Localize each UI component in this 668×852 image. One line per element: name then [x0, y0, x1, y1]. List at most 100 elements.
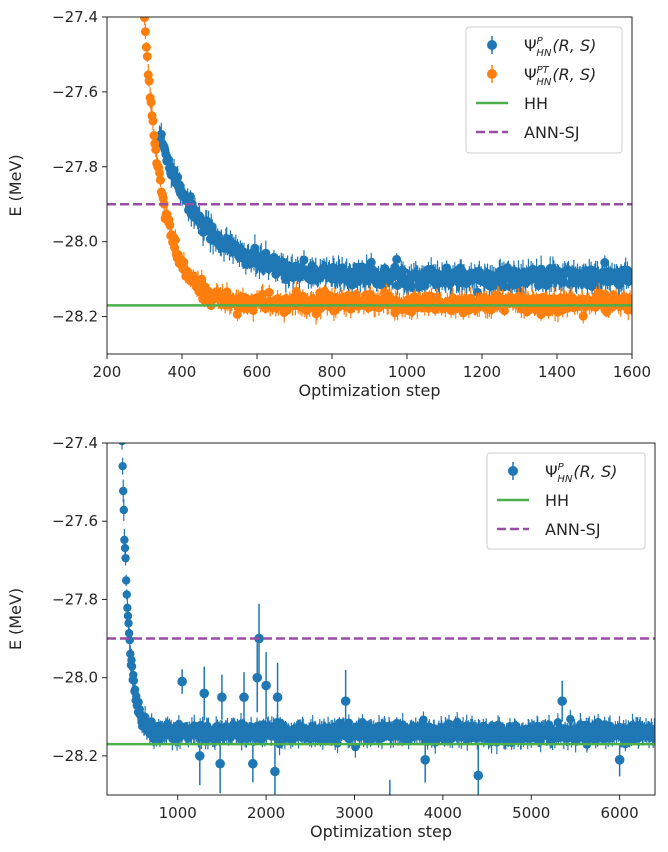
legend: ΨP HN(R, S) HH ANN-SJ [486, 452, 646, 550]
data-point [270, 766, 280, 777]
legend-sub: HN [557, 474, 573, 485]
y-tick-label: −27.4 [52, 434, 98, 452]
y-axis-label: E (MeV) [6, 154, 25, 216]
x-tick-label: 4000 [424, 804, 462, 822]
x-tick-label: 3000 [335, 804, 373, 822]
data-point [140, 17, 149, 23]
plot-frame [106, 16, 633, 355]
chart-panel-1: 200 400 600 800 1000 1200 1400 1600 −27.4 −27.6 −2… [6, 8, 651, 400]
x-axis-label: Optimization step [298, 381, 440, 400]
data-point [118, 443, 126, 446]
plot-frame [106, 442, 656, 796]
data-point [272, 692, 283, 703]
data-point [392, 254, 402, 264]
x-tick-label: 200 [93, 363, 122, 381]
data-point [340, 696, 351, 706]
data-point [142, 51, 152, 61]
x-axis-label: Optimization step [310, 822, 452, 841]
data-point [185, 192, 195, 202]
y-axis-label: E (MeV) [6, 588, 25, 650]
x-tick-label: 1000 [388, 363, 426, 381]
data-point [252, 672, 263, 683]
data-point [119, 505, 129, 515]
data-point [125, 635, 134, 645]
legend-args: (R, S) [552, 36, 596, 55]
legend-label: ΨPT HN(R, S) [524, 65, 596, 88]
data-point [197, 274, 207, 284]
y-tick-label: −27.8 [52, 158, 98, 176]
chart-panel-2: 1000 2000 3000 4000 5000 6000 −27.4 −27.6 −27.8 −… [6, 434, 656, 841]
data-point [614, 755, 625, 765]
legend-marker [508, 466, 518, 476]
legend-label: ΨP HN(R, S) [545, 462, 617, 485]
x-tick-label: 800 [318, 363, 347, 381]
data-point [127, 662, 137, 671]
data-point [149, 131, 159, 141]
data-point [248, 758, 258, 769]
y-tick-label: −28.0 [52, 233, 98, 251]
data-point [122, 590, 131, 599]
data-point [254, 633, 264, 644]
data-point [239, 692, 249, 703]
y-tick-label: −27.4 [52, 8, 98, 26]
legend-marker [487, 40, 497, 50]
legend-item-ann-sj: ANN-SJ [476, 123, 580, 142]
legend-item-series-2: ΨPT HN(R, S) [487, 65, 596, 88]
data-point [121, 576, 131, 585]
data-point [261, 680, 271, 691]
legend-box [465, 26, 623, 154]
legend-marker [487, 69, 497, 79]
legend-sup: PT [537, 65, 550, 76]
data-point [170, 235, 180, 245]
data-point [144, 76, 154, 86]
x-tick-label: 5000 [512, 804, 550, 822]
x-tick-label: 6000 [601, 804, 639, 822]
data-point [123, 611, 133, 621]
data-point [557, 696, 567, 706]
data-point [199, 688, 210, 699]
data-point [387, 794, 393, 795]
legend: ΨP HN(R, S) ΨPT HN(R, S) HH ANN-SJ [465, 26, 623, 154]
data-point [566, 714, 575, 724]
data-point [118, 461, 127, 471]
data-point [650, 724, 655, 734]
data-point [124, 619, 133, 628]
legend-args: (R, S) [552, 65, 596, 84]
data-point [627, 294, 632, 304]
legend-label: ANN-SJ [545, 520, 601, 539]
data-point [147, 717, 156, 726]
y-tick-label: −28.0 [52, 669, 98, 687]
data-point [141, 42, 151, 52]
data-point [169, 165, 179, 175]
x-tick-label: 1400 [538, 363, 576, 381]
x-tick-label: 1600 [613, 363, 651, 381]
legend-item-hh: HH [497, 491, 569, 510]
series-1 [118, 443, 655, 795]
data-point [398, 266, 408, 276]
legend-item-series-1: ΨP HN(R, S) [487, 36, 596, 59]
legend-psi: Ψ [524, 65, 537, 84]
data-point [155, 168, 164, 178]
data-point [126, 649, 135, 659]
x-tick-label: 400 [168, 363, 197, 381]
legend-sup: P [558, 462, 565, 473]
legend-label: ANN-SJ [524, 123, 580, 142]
data-point [420, 755, 430, 765]
series-1 [155, 122, 632, 301]
legend-label: HH [545, 491, 569, 510]
data-point [179, 257, 189, 267]
y-tick-label: −27.6 [52, 83, 98, 101]
data-point [264, 287, 274, 297]
data-point [165, 220, 175, 230]
data-point [140, 27, 150, 37]
legend-psi: Ψ [524, 36, 537, 55]
y-tick-label: −28.2 [52, 308, 98, 326]
legend-item-hh: HH [476, 94, 548, 113]
data-point [177, 676, 187, 687]
data-point [170, 242, 179, 252]
y-tick-label: −28.2 [52, 747, 98, 765]
legend-args: (R, S) [573, 462, 617, 481]
data-point [123, 603, 132, 613]
legend-label: ΨP HN(R, S) [524, 36, 596, 59]
